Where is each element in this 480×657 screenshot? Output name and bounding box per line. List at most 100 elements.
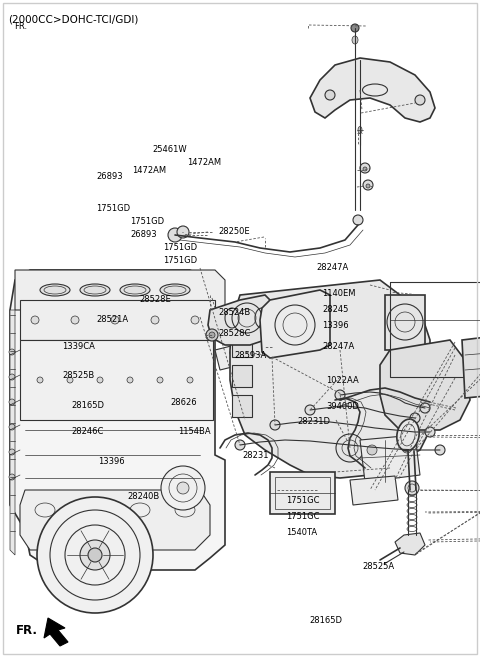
Text: 1339CA: 1339CA (62, 342, 95, 351)
Circle shape (336, 434, 364, 462)
Text: FR.: FR. (16, 623, 38, 637)
Circle shape (325, 90, 335, 100)
Bar (270, 472, 335, 514)
Ellipse shape (352, 36, 358, 44)
Circle shape (9, 424, 15, 430)
Text: 1751GD: 1751GD (163, 256, 197, 265)
Polygon shape (10, 310, 15, 555)
Bar (232, 335, 252, 357)
Circle shape (111, 316, 119, 324)
Polygon shape (44, 618, 68, 646)
Ellipse shape (40, 284, 70, 296)
Circle shape (9, 374, 15, 380)
Bar (20, 300, 215, 340)
Circle shape (88, 548, 102, 562)
Text: 28528C: 28528C (218, 329, 251, 338)
Circle shape (415, 95, 425, 105)
Text: 13396: 13396 (323, 321, 349, 330)
Text: 25461W: 25461W (152, 145, 187, 154)
Text: 1751GC: 1751GC (286, 496, 319, 505)
Text: 1540TA: 1540TA (286, 528, 317, 537)
Text: 1751GD: 1751GD (131, 217, 165, 226)
Bar (390, 282, 480, 377)
Text: 28165D: 28165D (310, 616, 343, 625)
Text: 28250E: 28250E (218, 227, 250, 236)
Polygon shape (395, 533, 425, 555)
Circle shape (9, 399, 15, 405)
Text: 1751GD: 1751GD (96, 204, 130, 213)
Text: (2000CC>DOHC-TCI/GDI): (2000CC>DOHC-TCI/GDI) (8, 14, 138, 24)
Polygon shape (350, 476, 398, 505)
Bar (232, 365, 252, 387)
Bar (232, 305, 252, 327)
Text: 1140EM: 1140EM (323, 289, 356, 298)
Circle shape (410, 413, 420, 423)
Circle shape (405, 481, 419, 495)
Polygon shape (310, 58, 435, 122)
Circle shape (177, 482, 189, 494)
Text: 28528E: 28528E (139, 295, 171, 304)
Text: 28245: 28245 (323, 305, 349, 314)
Text: 28521A: 28521A (96, 315, 128, 325)
Circle shape (402, 443, 412, 453)
Text: 13396: 13396 (98, 457, 125, 466)
Text: 28246C: 28246C (71, 427, 103, 436)
Circle shape (177, 226, 189, 238)
Ellipse shape (358, 127, 362, 133)
Text: 1472AM: 1472AM (187, 158, 221, 168)
Circle shape (435, 445, 445, 455)
Polygon shape (208, 295, 275, 345)
Circle shape (335, 390, 345, 400)
Polygon shape (380, 340, 470, 430)
Text: 1022AA: 1022AA (326, 376, 359, 385)
Circle shape (31, 316, 39, 324)
Text: 28231D: 28231D (298, 417, 331, 426)
Bar (232, 395, 252, 417)
Ellipse shape (120, 284, 150, 296)
Circle shape (353, 215, 363, 225)
Text: 28247A: 28247A (323, 342, 355, 351)
Text: 28231: 28231 (242, 451, 269, 460)
Polygon shape (360, 435, 420, 482)
Circle shape (80, 540, 110, 570)
Circle shape (97, 377, 103, 383)
Circle shape (367, 445, 377, 455)
Circle shape (363, 167, 367, 171)
Polygon shape (462, 330, 480, 398)
Text: 28240B: 28240B (127, 491, 159, 501)
Text: 39400D: 39400D (326, 401, 359, 411)
Text: 28247A: 28247A (317, 263, 349, 272)
Circle shape (157, 377, 163, 383)
Text: FR.: FR. (14, 22, 27, 31)
Bar (275, 477, 330, 509)
Text: 1154BA: 1154BA (178, 427, 210, 436)
Circle shape (425, 427, 435, 437)
Text: 28524B: 28524B (218, 308, 251, 317)
Polygon shape (15, 270, 225, 310)
Text: 28626: 28626 (170, 397, 197, 407)
Circle shape (37, 377, 43, 383)
Circle shape (363, 180, 373, 190)
Circle shape (191, 316, 199, 324)
Bar (385, 295, 425, 350)
Circle shape (71, 316, 79, 324)
Circle shape (235, 440, 245, 450)
Circle shape (270, 420, 280, 430)
Circle shape (187, 377, 193, 383)
Circle shape (351, 24, 359, 32)
Circle shape (420, 403, 430, 413)
Text: 26893: 26893 (131, 230, 157, 239)
Circle shape (206, 329, 218, 341)
Text: 1472AM: 1472AM (132, 166, 166, 175)
Text: 1751GD: 1751GD (163, 243, 197, 252)
Circle shape (9, 349, 15, 355)
Circle shape (9, 474, 15, 480)
Ellipse shape (80, 284, 110, 296)
Circle shape (305, 405, 315, 415)
Polygon shape (230, 280, 430, 478)
Circle shape (161, 466, 205, 510)
Ellipse shape (397, 419, 419, 451)
Circle shape (127, 377, 133, 383)
Text: 26893: 26893 (96, 171, 122, 181)
Circle shape (360, 163, 370, 173)
